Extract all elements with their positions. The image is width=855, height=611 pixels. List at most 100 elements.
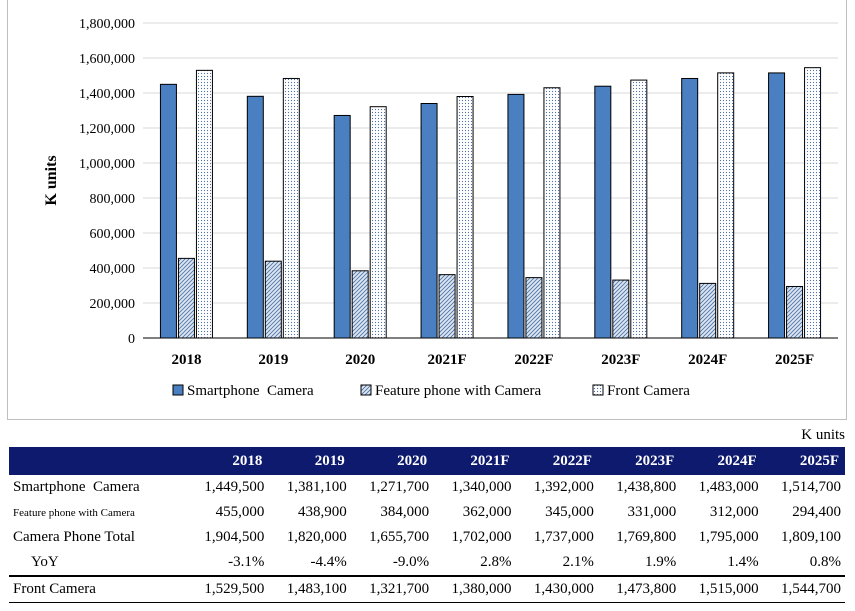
bar (525, 277, 543, 339)
table-cell: 1,340,000 (451, 479, 512, 495)
table-cell: 2.1% (562, 554, 594, 570)
table-cell: 1,438,800 (616, 479, 677, 495)
table-cell: 312,000 (709, 504, 759, 520)
table-row-yoy: YoY -3.1% -4.4% -9.0% 2.8% 2.1% 1.9% 1.4… (9, 550, 845, 576)
bar (177, 257, 195, 339)
table-cell: 1,392,000 (533, 479, 594, 495)
bar (699, 282, 717, 339)
legend-label: Smartphone Camera (187, 383, 314, 399)
bar-chart: 0 200,000 400,000 600,000 800,000 1,000,000 1,… (43, 17, 838, 399)
table-cell: -9.0% (392, 554, 430, 570)
table-header-cell: 2025F (762, 447, 845, 475)
y-tick-label: 0 (128, 332, 135, 347)
table-header-cell: 2018 (186, 447, 269, 475)
y-axis-label: K units (43, 155, 60, 205)
x-tick-label: 2019 (258, 352, 288, 368)
bar (369, 106, 387, 339)
x-tick-label: 2018 (171, 352, 201, 368)
table-header-blank (9, 447, 186, 475)
bar (351, 270, 369, 339)
table-cell: 1,483,000 (698, 479, 759, 495)
legend-swatch (360, 384, 372, 396)
table-cell: -4.4% (310, 554, 347, 570)
table-cell: 1,449,500 (204, 479, 265, 495)
table-header-cell: 2021F (433, 447, 516, 475)
x-tick-label: 2025F (775, 352, 814, 368)
legend-label: Feature phone with Camera (375, 383, 542, 399)
table-header-cell: 2023F (597, 447, 681, 475)
bar (420, 103, 438, 339)
y-tick-label: 800,000 (90, 192, 136, 207)
y-tick-label: 1,800,000 (79, 17, 135, 32)
table-cell: 1,655,700 (369, 529, 430, 545)
x-tick-label: 2020 (345, 352, 375, 368)
table-cell: 0.8% (809, 554, 841, 570)
row-label: Smartphone Camera (13, 479, 140, 495)
bar (507, 93, 525, 339)
chart-area: 0 200,000 400,000 600,000 800,000 1,000,000 1,… (7, 0, 847, 420)
table-cell: 1.4% (727, 554, 759, 570)
bar (333, 114, 351, 339)
table-row-camera-phone-total: Camera Phone Total 1,904,500 1,820,000 1… (9, 525, 845, 550)
table-cell: 384,000 (380, 504, 430, 520)
x-tick-label: 2021F (427, 352, 466, 368)
y-tick-label: 400,000 (90, 262, 136, 277)
table-cell: 1,380,000 (433, 575, 516, 603)
bar (612, 279, 630, 339)
table-cell: 1,271,700 (369, 479, 430, 495)
table-cell: 1.9% (645, 554, 677, 570)
table-cell: 438,900 (298, 504, 347, 520)
table-cell: 1,737,000 (533, 529, 594, 545)
table-cell: 294,400 (792, 504, 841, 520)
table-cell: 362,000 (462, 504, 512, 520)
row-label: Camera Phone Total (13, 529, 135, 545)
table-cell: 1,515,000 (680, 575, 763, 603)
table-cell: 1,820,000 (286, 529, 347, 545)
bar (159, 83, 177, 339)
row-label: Front Camera (9, 575, 186, 603)
table-cell: -3.1% (228, 554, 265, 570)
table-cell: 2.8% (480, 554, 512, 570)
x-tick-label: 2022F (514, 352, 553, 368)
y-tick-label: 200,000 (90, 297, 136, 312)
table-cell: 345,000 (545, 504, 594, 520)
table-cell: 1,795,000 (698, 529, 759, 545)
row-label: Feature phone with Camera (13, 506, 135, 519)
data-table: 2018 2019 2020 2021F 2022F 2023F 2024F 2… (9, 447, 845, 603)
bar (264, 260, 282, 339)
table-cell: 1,529,500 (186, 575, 269, 603)
y-tick-label: 1,600,000 (79, 52, 135, 67)
bar (717, 72, 735, 339)
y-tick-label: 1,200,000 (79, 122, 135, 137)
table-cell: 1,430,000 (515, 575, 598, 603)
bar (195, 69, 213, 339)
table-header-row: 2018 2019 2020 2021F 2022F 2023F 2024F 2… (9, 447, 845, 475)
bar (246, 95, 264, 339)
table-header-cell: 2024F (680, 447, 763, 475)
table-cell: 1,483,100 (268, 575, 351, 603)
table-units-label: K units (801, 427, 845, 443)
table-cell: 1,702,000 (451, 529, 512, 545)
table-cell: 1,381,100 (286, 479, 347, 495)
bar (768, 72, 786, 339)
table-cell: 455,000 (215, 504, 265, 520)
table-cell: 1,809,100 (781, 529, 841, 545)
x-tick-label: 2023F (601, 352, 640, 368)
bar (438, 274, 456, 339)
table-cell: 1,321,700 (350, 575, 434, 603)
table-header-cell: 2020 (350, 447, 434, 475)
table-cell: 1,904,500 (204, 529, 265, 545)
bar (543, 87, 561, 339)
table-cell: 1,514,700 (781, 479, 841, 495)
bar (456, 96, 474, 339)
table-cell: 1,544,700 (762, 575, 845, 603)
y-tick-label: 600,000 (90, 227, 136, 242)
y-tick-label: 1,000,000 (79, 157, 135, 172)
x-tick-label: 2024F (688, 352, 727, 368)
bar (630, 79, 648, 339)
table-row-smartphone: Smartphone Camera 1,449,500 1,381,100 1,… (9, 475, 845, 500)
table-header-cell: 2019 (268, 447, 351, 475)
bar (681, 77, 699, 339)
table-cell: 1,769,800 (616, 529, 677, 545)
bar (786, 285, 804, 339)
